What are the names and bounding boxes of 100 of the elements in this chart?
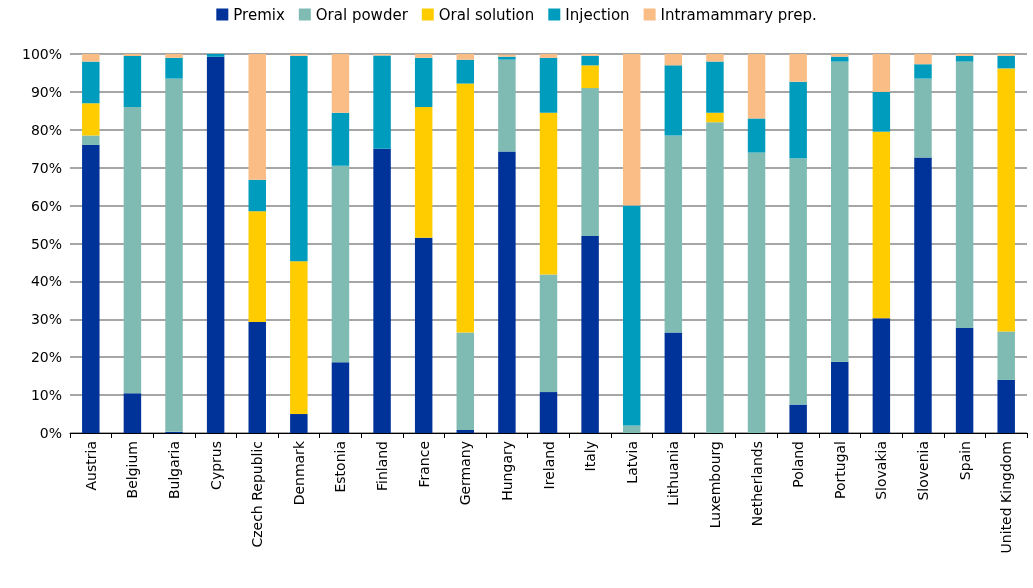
x-tick-label: Czech Republic	[249, 441, 266, 548]
legend-label: Oral powder	[315, 5, 409, 24]
bar	[331, 54, 350, 113]
bar	[831, 361, 849, 433]
bar	[290, 414, 308, 433]
x-tick-label: Poland	[790, 441, 807, 488]
x-tick-label: Ireland	[540, 441, 557, 490]
bar	[789, 81, 807, 159]
bar	[290, 55, 308, 262]
bar	[82, 54, 100, 62]
bar	[290, 261, 308, 415]
y-tick-label: 0%	[39, 425, 62, 441]
bar	[539, 112, 558, 275]
bar	[664, 65, 683, 136]
bar	[456, 54, 475, 60]
bar	[789, 158, 807, 405]
bar	[123, 107, 142, 394]
bar	[248, 54, 266, 180]
bar	[165, 57, 183, 79]
x-tick-label: Germany	[457, 441, 474, 506]
bar	[206, 56, 225, 433]
bar	[331, 165, 350, 363]
bar	[872, 131, 891, 319]
bar	[831, 54, 849, 57]
y-tick-label: 10%	[30, 387, 62, 404]
x-tick-label: Hungary	[498, 441, 515, 501]
bar	[498, 59, 516, 152]
bar	[414, 107, 433, 238]
bar	[373, 148, 391, 433]
y-tick-label: 80%	[30, 121, 62, 138]
bar	[414, 237, 433, 433]
bar	[664, 54, 683, 66]
x-tick-label: Slovakia	[873, 441, 890, 500]
bar	[539, 392, 558, 433]
bar	[123, 55, 142, 108]
bar	[82, 103, 100, 136]
y-tick-label: 100%	[21, 46, 62, 62]
legend-label: Premix	[233, 5, 285, 24]
bar	[82, 61, 100, 104]
bar	[997, 68, 1015, 332]
x-tick-label: Estonia	[332, 441, 349, 493]
legend-label: Oral solution	[438, 5, 535, 24]
bar	[206, 54, 225, 57]
x-tick-label: Cyprus	[207, 441, 224, 490]
bar	[581, 65, 599, 89]
bar	[914, 157, 932, 433]
bar	[955, 61, 974, 329]
bar	[747, 152, 766, 433]
bar	[456, 83, 475, 333]
bar	[872, 91, 891, 132]
bar	[414, 54, 433, 58]
bar	[331, 112, 350, 166]
bar	[82, 144, 100, 433]
x-tick-label: Slovenia	[914, 441, 931, 501]
bar	[706, 54, 724, 62]
y-tick-label: 20%	[30, 349, 62, 366]
bar	[622, 54, 641, 206]
bar	[914, 54, 932, 65]
bar	[123, 393, 142, 433]
bar	[789, 54, 807, 82]
x-tick-label: Italy	[582, 441, 599, 472]
bar	[248, 179, 266, 212]
bar	[82, 135, 100, 145]
legend-label: Injection	[565, 5, 630, 24]
bar	[581, 235, 599, 433]
x-tick-label: Bulgaria	[166, 441, 183, 500]
y-tick-label: 40%	[30, 273, 62, 290]
bar	[248, 211, 266, 322]
bar	[831, 61, 849, 362]
y-tick-label: 30%	[30, 311, 62, 328]
x-tick-label: Spain	[956, 441, 973, 481]
bar	[539, 57, 558, 113]
bar	[997, 331, 1015, 380]
bar	[622, 205, 641, 426]
x-tick-label: Netherlands	[748, 441, 765, 527]
bar	[664, 135, 683, 333]
x-tick-label: Portugal	[831, 441, 848, 499]
x-tick-label: France	[415, 441, 432, 488]
bar	[498, 151, 516, 433]
bar	[456, 332, 475, 430]
x-tick-label: Denmark	[290, 440, 307, 506]
bar	[664, 332, 683, 433]
bar	[872, 318, 891, 433]
bar	[373, 55, 391, 149]
bar	[706, 61, 724, 113]
y-tick-label: 70%	[30, 159, 62, 176]
x-tick-label: Belgium	[124, 441, 141, 499]
bar	[997, 55, 1015, 69]
legend-label: Intramammary prep.	[660, 5, 817, 24]
bar	[414, 57, 433, 108]
bar	[581, 88, 599, 236]
bar	[914, 64, 932, 79]
x-tick-label: Lithuania	[665, 441, 682, 506]
bar	[997, 379, 1015, 433]
bar	[331, 362, 350, 433]
x-tick-label: Finland	[374, 441, 391, 492]
bar	[747, 54, 766, 119]
y-tick-label: 50%	[30, 235, 62, 252]
x-tick-label: Luxembourg	[706, 441, 723, 529]
bar	[955, 328, 974, 433]
